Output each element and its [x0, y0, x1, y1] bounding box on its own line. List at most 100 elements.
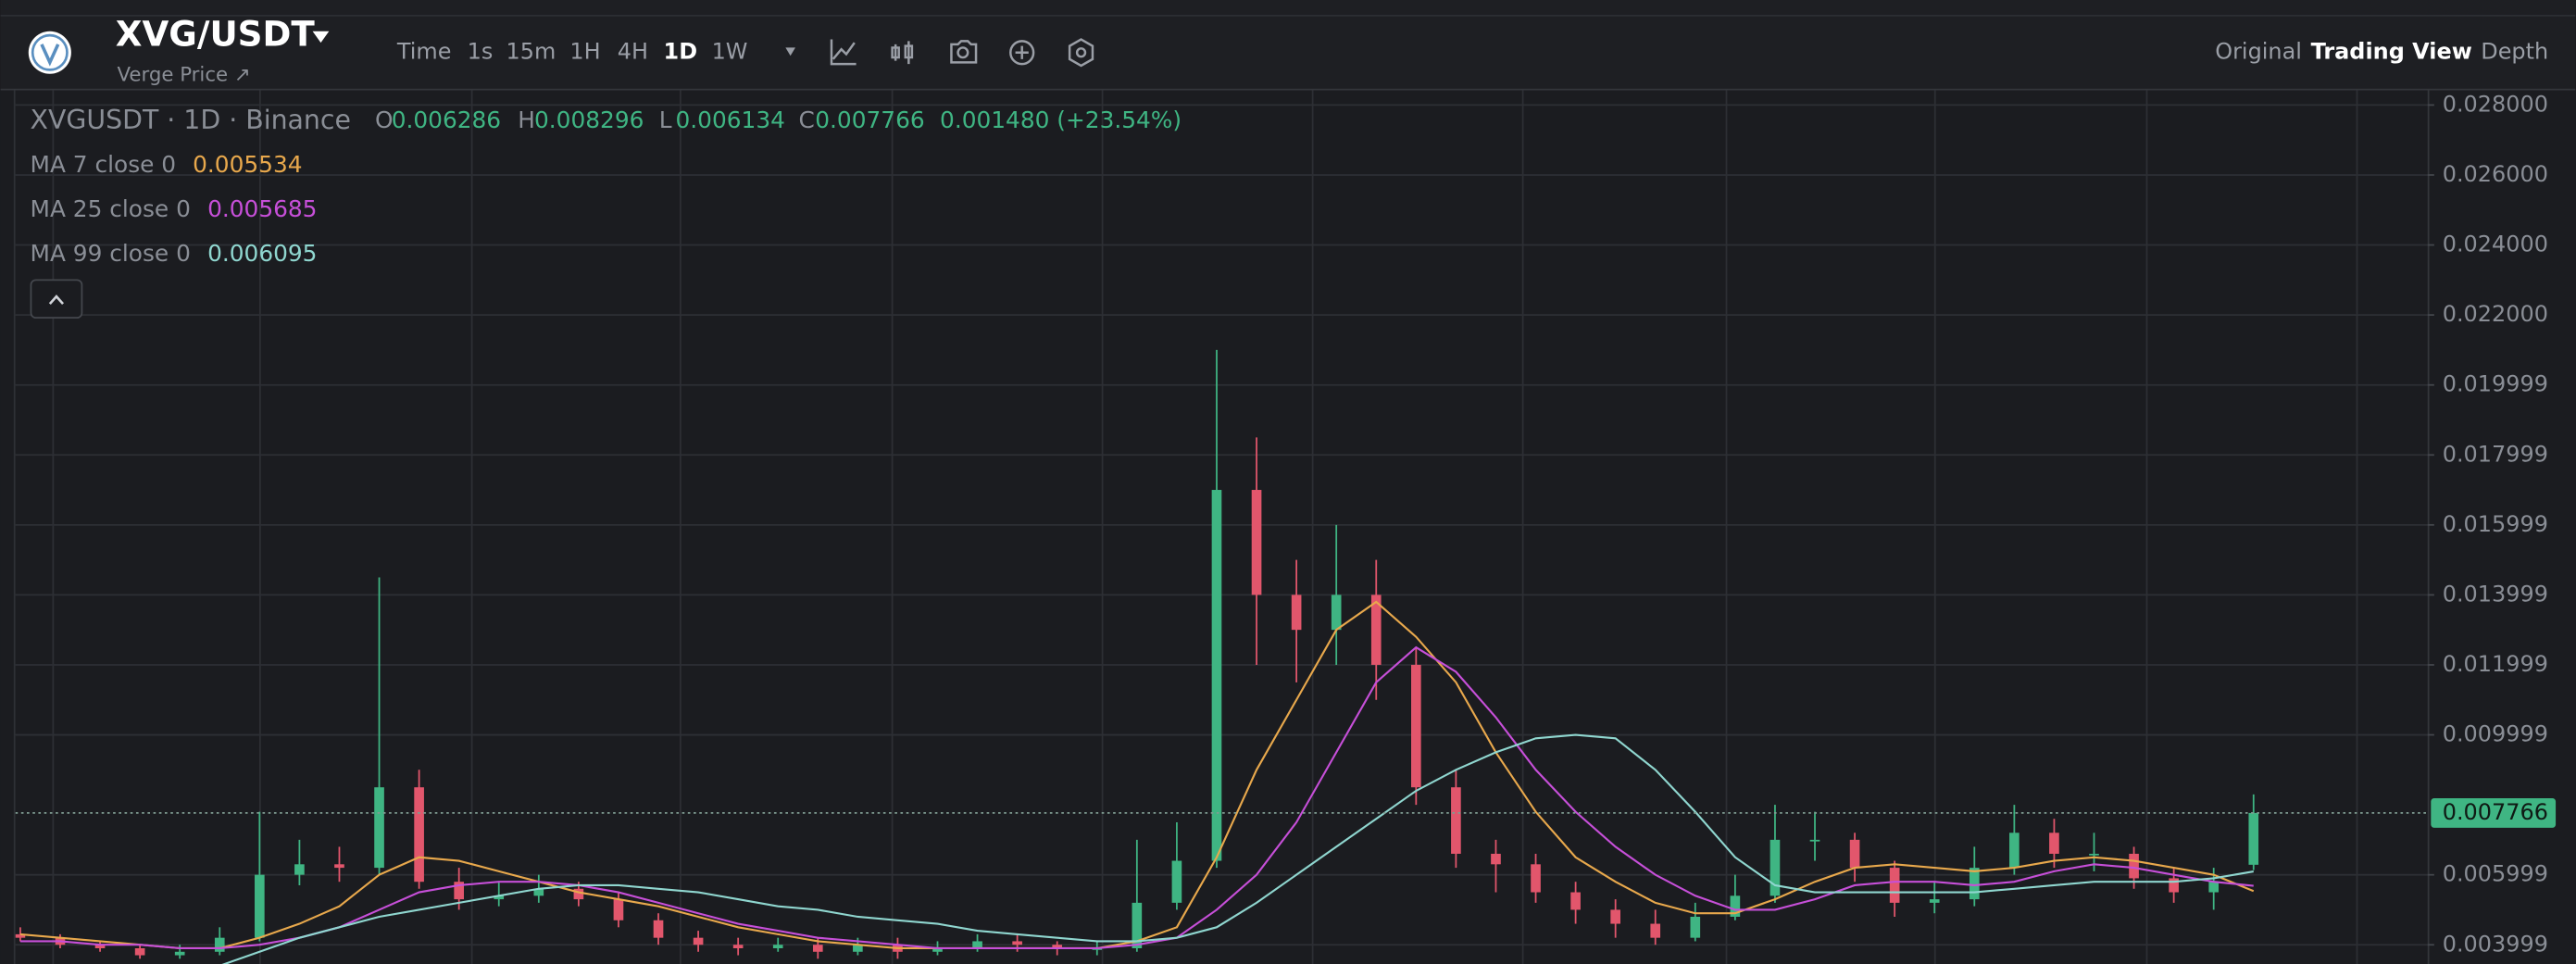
- price-axis: 0.028000 0.026000 0.024000 0.022000 0.019999…: [2427, 91, 2557, 957]
- candle-body: [1610, 909, 1620, 924]
- candle-body: [2009, 833, 2020, 869]
- collapse-button[interactable]: [30, 279, 83, 319]
- candle-body: [732, 945, 744, 948]
- ma-legend-name: MA 25 close 0: [31, 195, 191, 222]
- add-icon[interactable]: [1009, 40, 1035, 66]
- candle-body: [1451, 787, 1461, 854]
- ohlc-value: 0.007766: [815, 106, 924, 133]
- candle-body: [1171, 860, 1182, 903]
- interval-button[interactable]: 1W: [712, 39, 748, 65]
- ma-line: [19, 645, 2254, 950]
- indicator-icon[interactable]: [830, 39, 857, 66]
- symbol-title: XVGUSDT · 1D · Binance: [31, 105, 351, 135]
- candle-body: [2129, 853, 2139, 879]
- last-price-label: 0.007766: [2443, 799, 2548, 825]
- interval-dropdown[interactable]: [785, 47, 795, 56]
- pair-dropdown[interactable]: [312, 31, 330, 44]
- candle-body: [533, 888, 544, 896]
- candle-body: [1531, 864, 1541, 893]
- y-tick-label: 0.013999: [2443, 581, 2548, 607]
- ohlc-value: 0.006286: [392, 106, 501, 133]
- candle-body: [1809, 839, 1820, 842]
- ohlc-value: 0.008296: [534, 106, 644, 133]
- view-tab[interactable]: Depth: [2481, 39, 2548, 65]
- candle-body: [94, 945, 106, 948]
- candle-body: [294, 864, 305, 875]
- subtitle-link[interactable]: Verge Price ↗: [118, 64, 251, 87]
- candle-body: [772, 945, 783, 948]
- header-bar: [0, 0, 2576, 89]
- interval-button[interactable]: 1s: [468, 39, 494, 65]
- ohlc-value: 0.006134: [676, 106, 785, 133]
- ohlc-label: L: [659, 106, 672, 133]
- y-tick-label: 0.015999: [2443, 511, 2548, 537]
- ma-legend-value: 0.005534: [193, 151, 302, 178]
- candle-type-icon[interactable]: [891, 41, 914, 65]
- candle-body: [174, 951, 185, 956]
- candle-body: [932, 947, 943, 952]
- candle-body: [1690, 916, 1701, 938]
- candle-body: [1291, 595, 1302, 631]
- ohlc-label: H: [518, 106, 535, 133]
- y-tick-label: 0.024000: [2443, 232, 2548, 257]
- candle-body: [653, 920, 664, 938]
- pair-title[interactable]: XVG/USDT: [116, 14, 316, 55]
- ma-legend-value: 0.006095: [207, 240, 317, 267]
- legend: XVGUSDT · 1D · Binance O0.006286 H 0.00829…: [31, 105, 1182, 267]
- interval-button[interactable]: 1H: [569, 39, 600, 65]
- view-tabs: Original Trading View Depth: [2215, 39, 2548, 65]
- candle-body: [853, 945, 863, 952]
- screenshot-icon[interactable]: [950, 40, 978, 64]
- candle-body: [1211, 490, 1222, 861]
- interval-button[interactable]: Time: [396, 39, 452, 65]
- candle-body: [1889, 868, 1900, 903]
- candle-body: [1370, 595, 1382, 665]
- ohlc-label: C: [799, 106, 815, 133]
- settings-icon[interactable]: [1068, 38, 1094, 68]
- candle-body: [573, 888, 584, 900]
- ma-line: [221, 733, 2254, 964]
- candle-body: [812, 945, 823, 952]
- interval-button[interactable]: 1D: [664, 39, 698, 65]
- candle-body: [1132, 902, 1143, 948]
- candle-body: [2089, 853, 2099, 856]
- candle-body: [334, 864, 344, 869]
- candle-body: [972, 941, 982, 948]
- ma-legend-value: 0.005685: [207, 195, 317, 222]
- y-tick-label: 0.011999: [2443, 651, 2548, 677]
- y-tick-label: 0.019999: [2443, 371, 2548, 397]
- y-tick-label: 0.005999: [2443, 861, 2548, 887]
- candle-body: [1769, 839, 1781, 896]
- candle-body: [15, 933, 26, 938]
- ma-legend-name: MA 99 close 0: [31, 240, 191, 267]
- candle-body: [374, 787, 384, 869]
- view-tab[interactable]: Trading View: [2311, 39, 2472, 65]
- view-tab[interactable]: Original: [2215, 39, 2302, 65]
- last-price-box: [2431, 797, 2557, 828]
- candle-body: [1052, 945, 1063, 948]
- candle-body: [1650, 923, 1661, 938]
- logo: [28, 31, 71, 74]
- candle-body: [1849, 839, 1860, 869]
- candle-body: [1411, 664, 1421, 788]
- candle-body: [2049, 833, 2059, 854]
- candle-body: [2169, 878, 2179, 893]
- candle-body: [1331, 595, 1342, 631]
- y-tick-label: 0.026000: [2443, 161, 2548, 187]
- change-value: 0.001480 (+23.54%): [940, 106, 1182, 133]
- candle-body: [1929, 899, 1940, 903]
- candle-body: [454, 882, 464, 900]
- interval-button[interactable]: 15m: [506, 39, 556, 65]
- tool-icons: [785, 38, 1094, 68]
- y-tick-label: 0.003999: [2443, 931, 2548, 957]
- toolbar: Time 1s 15m 1H 4H 1D 1W: [396, 39, 748, 65]
- candle-body: [494, 895, 505, 900]
- candle-body: [2248, 812, 2259, 865]
- candle-body: [134, 947, 145, 956]
- interval-button[interactable]: 4H: [618, 39, 648, 65]
- candle-body: [1491, 853, 1501, 865]
- candle-body: [1969, 868, 1980, 900]
